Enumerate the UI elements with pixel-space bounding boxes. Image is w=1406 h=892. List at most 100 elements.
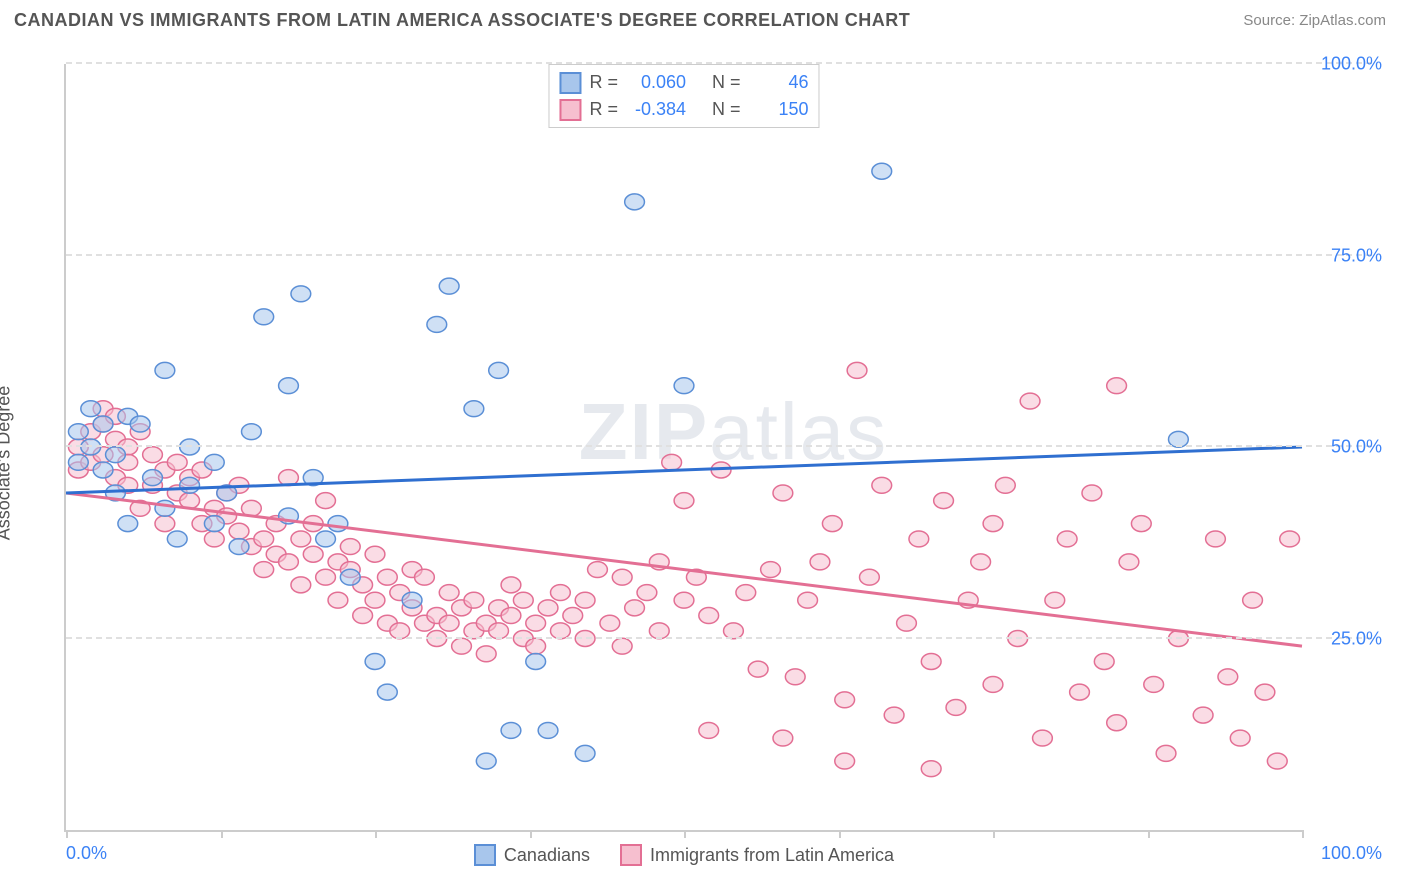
data-point	[415, 569, 435, 585]
data-point	[316, 493, 336, 509]
legend-row: R =0.060 N =46	[559, 69, 808, 96]
data-point	[785, 669, 805, 685]
data-point	[835, 753, 855, 769]
data-point	[1131, 516, 1151, 532]
data-point	[526, 638, 546, 654]
data-point	[513, 592, 533, 608]
data-point	[625, 194, 645, 210]
y-tick-label: 100.0%	[1321, 54, 1382, 75]
legend-swatch	[559, 72, 581, 94]
chart-container: Associate's Degree ZIPatlas R =0.060 N =…	[14, 44, 1392, 882]
data-point	[68, 454, 88, 470]
x-tick	[221, 830, 223, 838]
data-point	[316, 531, 336, 547]
x-tick	[1148, 830, 1150, 838]
data-point	[254, 309, 274, 325]
data-point	[81, 401, 101, 417]
data-point	[946, 699, 966, 715]
data-point	[204, 454, 224, 470]
data-point	[254, 531, 274, 547]
data-point	[637, 585, 657, 601]
data-point	[1156, 745, 1176, 761]
data-point	[575, 592, 595, 608]
data-point	[93, 462, 113, 478]
data-point	[377, 684, 397, 700]
n-value: 46	[749, 69, 809, 96]
grid-line	[66, 254, 1372, 256]
data-point	[860, 569, 880, 585]
data-point	[68, 424, 88, 440]
data-point	[242, 424, 262, 440]
data-point	[909, 531, 929, 547]
legend-label: Canadians	[504, 845, 590, 866]
data-point	[1144, 676, 1164, 692]
data-point	[748, 661, 768, 677]
data-point	[884, 707, 904, 723]
source-attribution: Source: ZipAtlas.com	[1243, 12, 1386, 29]
data-point	[983, 516, 1003, 532]
data-point	[526, 615, 546, 631]
data-point	[872, 163, 892, 179]
x-tick	[1302, 830, 1304, 838]
x-axis-max-label: 100.0%	[1321, 843, 1382, 864]
data-point	[204, 516, 224, 532]
data-point	[229, 523, 249, 539]
data-point	[1045, 592, 1065, 608]
data-point	[1230, 730, 1250, 746]
data-point	[1193, 707, 1213, 723]
data-point	[452, 638, 472, 654]
data-point	[1107, 715, 1127, 731]
data-point	[1057, 531, 1077, 547]
data-point	[439, 585, 459, 601]
data-point	[402, 592, 422, 608]
data-point	[439, 278, 459, 294]
y-tick-label: 75.0%	[1331, 245, 1382, 266]
data-point	[439, 615, 459, 631]
data-point	[526, 654, 546, 670]
legend-item: Canadians	[474, 844, 590, 866]
data-point	[155, 500, 175, 516]
data-point	[971, 554, 991, 570]
source-link[interactable]: ZipAtlas.com	[1299, 12, 1386, 29]
data-point	[538, 600, 558, 616]
series-legend: Canadians Immigrants from Latin America	[66, 844, 1302, 866]
data-point	[106, 447, 126, 463]
data-point	[674, 378, 694, 394]
data-point	[822, 516, 842, 532]
x-tick	[684, 830, 686, 838]
data-point	[847, 362, 867, 378]
data-point	[1070, 684, 1090, 700]
data-point	[328, 516, 348, 532]
data-point	[612, 638, 632, 654]
legend-label: Immigrants from Latin America	[650, 845, 894, 866]
data-point	[921, 654, 941, 670]
n-label: N =	[712, 69, 741, 96]
data-point	[143, 470, 163, 486]
grid-line	[66, 445, 1372, 447]
plot-area: ZIPatlas R =0.060 N =46R =-0.384 N =150 …	[64, 64, 1302, 832]
data-point	[180, 439, 200, 455]
data-point	[995, 477, 1015, 493]
x-tick	[839, 830, 841, 838]
data-point	[662, 454, 682, 470]
data-point	[761, 562, 781, 578]
data-point	[1008, 631, 1028, 647]
data-point	[353, 608, 373, 624]
data-point	[279, 554, 299, 570]
data-point	[736, 585, 756, 601]
data-point	[1119, 554, 1139, 570]
r-label: R =	[589, 69, 618, 96]
data-point	[365, 654, 385, 670]
y-tick-label: 50.0%	[1331, 437, 1382, 458]
data-point	[501, 722, 521, 738]
data-point	[476, 646, 496, 662]
data-point	[674, 592, 694, 608]
data-point	[798, 592, 818, 608]
chart-title: CANADIAN VS IMMIGRANTS FROM LATIN AMERIC…	[14, 10, 910, 31]
data-point	[612, 569, 632, 585]
data-point	[328, 592, 348, 608]
data-point	[1218, 669, 1238, 685]
data-point	[575, 745, 595, 761]
data-point	[476, 753, 496, 769]
data-point	[130, 416, 150, 432]
